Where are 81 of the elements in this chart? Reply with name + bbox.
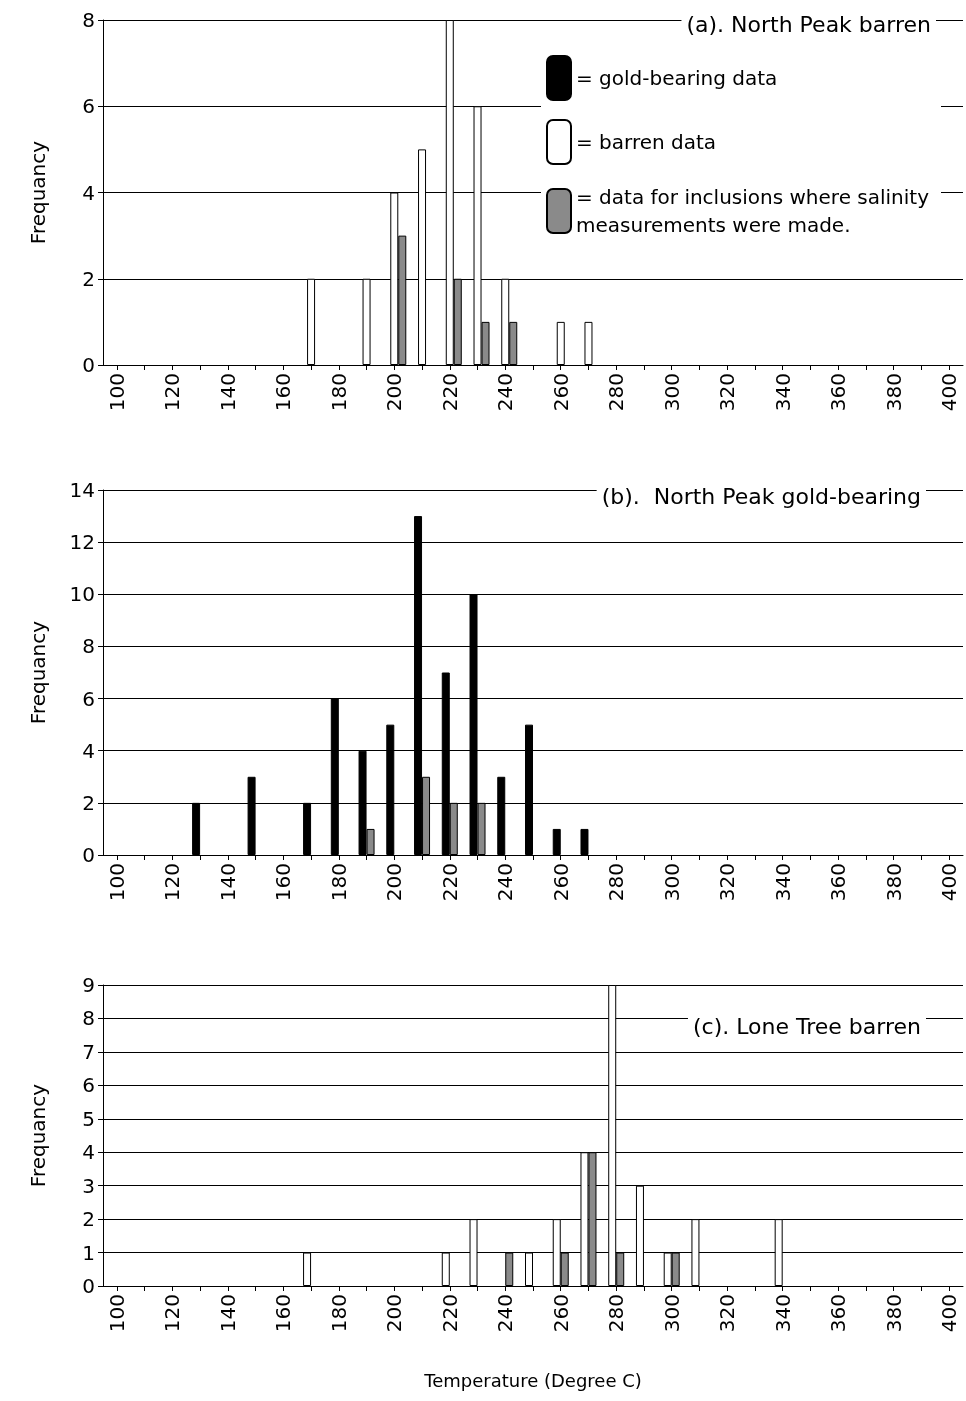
x-tick-label: 340	[770, 373, 795, 412]
x-tick-label: 120	[160, 863, 185, 902]
x-tick-label: 180	[326, 1294, 351, 1333]
text: (c). Lone Tree barren	[692, 1013, 922, 1039]
x-tick-label: 140	[215, 1294, 240, 1333]
x-tick-label: 300	[659, 373, 684, 412]
y-tick-label: 4	[82, 180, 95, 205]
x-tick-label: 260	[548, 373, 573, 412]
x-tick-label: 400	[937, 1294, 962, 1333]
y-tick-label: 10	[69, 582, 95, 607]
x-tick-label: 220	[437, 863, 462, 902]
y-tick-label: 0	[82, 843, 95, 867]
x-tick-label: 160	[271, 1294, 296, 1333]
x-tick-label: 340	[770, 863, 795, 902]
chart-title: (a). North Peak barren	[686, 11, 932, 37]
x-tick-label: 260	[548, 863, 573, 902]
y-axis-title: Frequancy	[26, 140, 50, 245]
x-tick-label: 180	[326, 373, 351, 412]
y-tick-label: 6	[82, 1073, 95, 1098]
x-tick-label: 300	[659, 1294, 684, 1333]
y-tick-label: 8	[82, 8, 95, 32]
y-tick-label: 8	[82, 634, 95, 659]
x-tick-label: 400	[937, 863, 962, 902]
x-tick-label: 220	[437, 1294, 462, 1333]
x-tick-label: 360	[826, 1294, 851, 1333]
y-tick-label: 2	[82, 1207, 95, 1232]
y-tick-label: 1	[82, 1240, 95, 1265]
x-tick-label: 200	[382, 863, 407, 902]
x-tick-label: 100	[104, 373, 129, 412]
x-tick-label: 380	[881, 863, 906, 902]
y-tick-label: 3	[82, 1173, 95, 1198]
y-tick-label: 6	[82, 686, 95, 711]
x-tick-label: 320	[715, 1294, 740, 1333]
x-tick-label: 180	[326, 863, 351, 902]
x-tick-label: 280	[604, 1294, 629, 1333]
x-tick-label: 120	[160, 373, 185, 412]
x-tick-label: 100	[104, 863, 129, 902]
x-tick-label: 140	[215, 373, 240, 412]
y-tick-label: 8	[82, 1006, 95, 1031]
y-tick-label: 4	[82, 738, 95, 763]
x-tick-label: 260	[548, 1294, 573, 1333]
x-tick-label: 380	[881, 1294, 906, 1333]
x-tick-label: 240	[493, 373, 518, 412]
y-tick-label: 2	[82, 790, 95, 815]
y-tick-label: 7	[82, 1039, 95, 1064]
x-tick-label: 300	[659, 863, 684, 902]
x-tick-label: 100	[104, 1294, 129, 1333]
x-tick-label: 200	[382, 373, 407, 412]
y-tick-label: 12	[69, 530, 95, 555]
legend-label: = gold-bearing data	[576, 66, 778, 90]
y-tick-label: 14	[69, 478, 95, 502]
y-tick-label: 4	[82, 1140, 95, 1165]
y-tick-label: 0	[82, 1274, 95, 1298]
x-tick-label: 400	[937, 373, 962, 412]
x-tick-label: 140	[215, 863, 240, 902]
x-tick-label: 380	[881, 373, 906, 412]
y-tick-label: 5	[82, 1106, 95, 1131]
y-axis-title: Frequancy	[26, 620, 50, 725]
legend-label: = data for inclusions where salinity measurements were made.	[576, 185, 936, 237]
y-tick-label: 6	[82, 94, 95, 119]
x-tick-label: 280	[604, 863, 629, 902]
x-axis-title: Temperature (Degree C)	[423, 1369, 642, 1391]
x-tick-label: 280	[604, 373, 629, 412]
x-tick-label: 160	[271, 863, 296, 902]
y-tick-label: 0	[82, 353, 95, 377]
x-tick-label: 160	[271, 373, 296, 412]
y-tick-label: 9	[82, 973, 95, 997]
chart-title: (b). North Peak gold-bearing	[601, 483, 921, 509]
x-tick-label: 360	[826, 863, 851, 902]
x-tick-label: 240	[493, 1294, 518, 1333]
y-axis-title: Frequancy	[26, 1083, 50, 1188]
x-tick-label: 320	[715, 863, 740, 902]
x-tick-label: 220	[437, 373, 462, 412]
x-tick-label: 120	[160, 1294, 185, 1333]
legend-label: = barren data	[576, 130, 717, 154]
x-tick-label: 240	[493, 863, 518, 902]
y-tick-label: 2	[82, 266, 95, 291]
x-tick-label: 200	[382, 1294, 407, 1333]
x-tick-label: 320	[715, 373, 740, 412]
x-tick-label: 340	[770, 1294, 795, 1333]
x-tick-label: 360	[826, 373, 851, 412]
